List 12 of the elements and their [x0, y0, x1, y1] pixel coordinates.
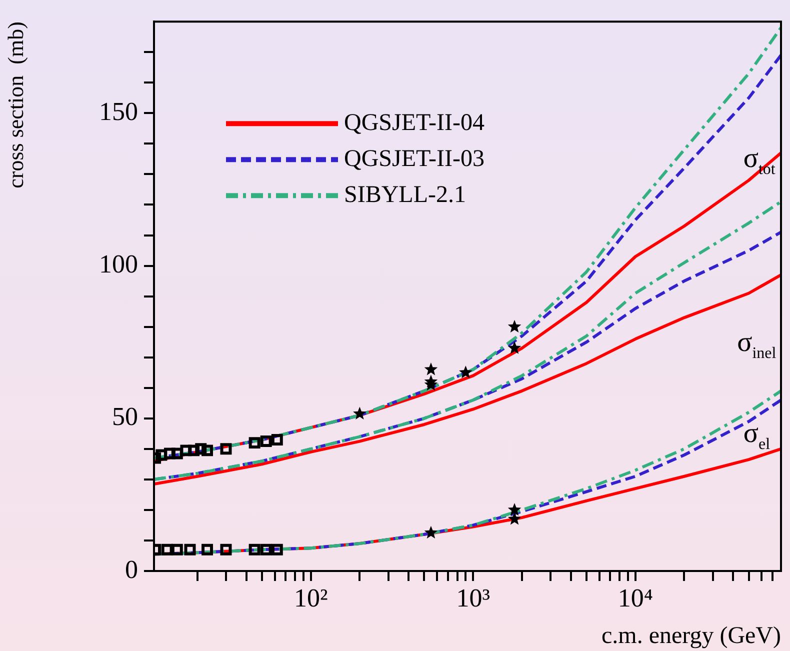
- x-axis-title: c.m. energy (GeV): [602, 622, 781, 649]
- x-tick-label: 10³: [456, 583, 490, 612]
- y-tick-label: 150: [99, 96, 138, 126]
- y-axis-title: cross section (mb): [2, 22, 28, 188]
- x-tick-label: 10⁴: [618, 583, 653, 612]
- x-tick-label: 10²: [294, 583, 328, 612]
- y-tick-label: 50: [112, 402, 138, 432]
- y-tick-label: 0: [125, 554, 138, 584]
- y-tick-label: 100: [99, 250, 138, 279]
- legend-label: QGSJET-II-04: [344, 110, 484, 136]
- legend-label: SIBYLL-2.1: [344, 182, 466, 208]
- legend-label: QGSJET-II-03: [344, 146, 484, 172]
